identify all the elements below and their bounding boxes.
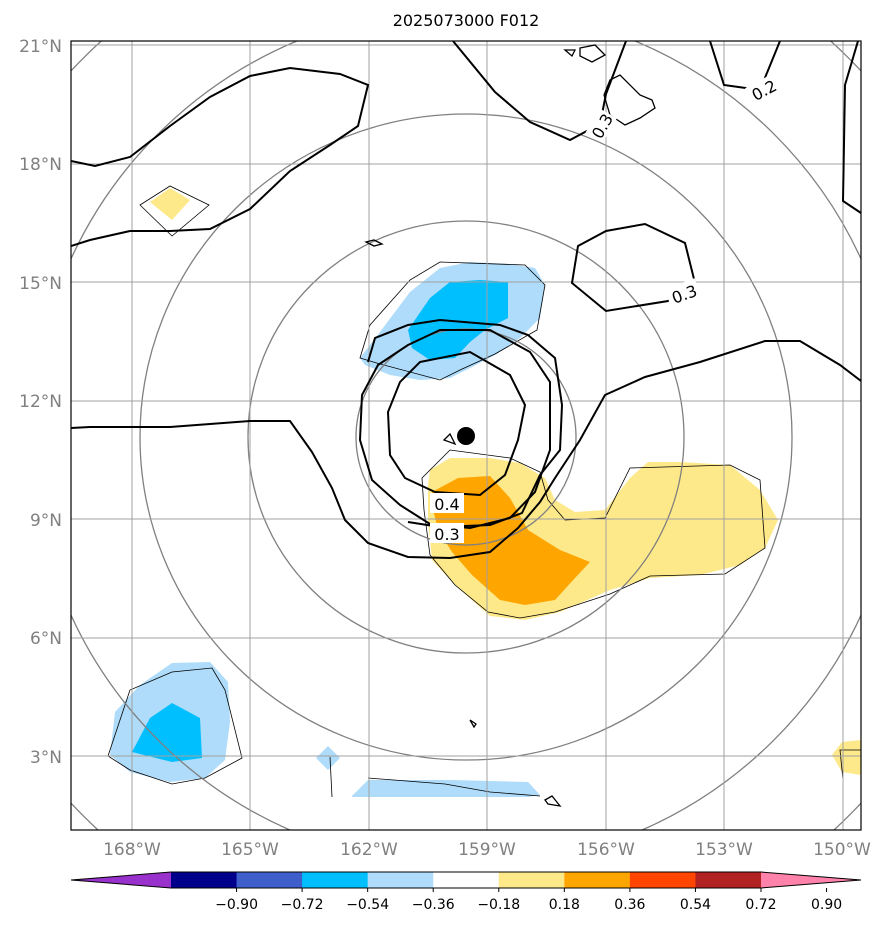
shaded-fields: [110, 188, 861, 797]
island-small: [469, 719, 477, 729]
colorbar-labels: −0.90 −0.72 −0.54 −0.36 −0.18 0.18 0.36 0.54 0.7…: [215, 888, 842, 913]
contour-0.2: [709, 41, 781, 92]
contour-0.3-main: [71, 340, 861, 560]
colorbar-outline: [70, 871, 862, 889]
lat-label: 15°N: [19, 274, 62, 294]
lat-label: 6°N: [30, 629, 62, 649]
contour-northwest: [71, 66, 370, 247]
storm-center-marker: [457, 427, 475, 445]
island-hawaii: [603, 74, 656, 126]
plot-title: 2025073000 F012: [393, 11, 540, 30]
coastlines: [364, 44, 656, 807]
latitude-labels: 21°N 18°N 15°N 12°N 9°N 6°N 3°N: [19, 37, 62, 768]
lon-label: 153°W: [695, 840, 753, 860]
lat-label: 18°N: [19, 155, 62, 175]
colorbar-tick-label: 0.90: [811, 897, 842, 913]
colorbar-segment: [302, 872, 369, 888]
colorbar: [70, 871, 862, 889]
graticule: [71, 41, 861, 830]
colorbar-tick-label: −0.36: [412, 897, 455, 913]
lon-label: 162°W: [340, 840, 398, 860]
contour-label: 0.3: [434, 525, 459, 544]
colorbar-tick-label: −0.72: [281, 897, 324, 913]
colorbar-tick-label: 0.54: [680, 897, 711, 913]
colorbar-tick-label: −0.54: [346, 897, 389, 913]
positive-shading-patch: [832, 740, 861, 775]
positive-shading-patch: [150, 188, 190, 220]
contour-0.4: [358, 329, 551, 530]
lat-label: 21°N: [19, 37, 62, 57]
contour-label: 0.4: [434, 495, 459, 514]
colorbar-tick-label: 0.36: [614, 897, 645, 913]
colorbar-segment: [629, 872, 696, 888]
colorbar-segment: [564, 872, 631, 888]
contour-lines: [71, 41, 861, 560]
colorbar-segment: [498, 872, 565, 888]
contour-east-edge: [841, 41, 861, 214]
lon-label: 156°W: [577, 840, 635, 860]
contour-0.3-north: [367, 318, 564, 529]
colorbar-extend-low: [71, 872, 171, 888]
shading-outlines: [107, 185, 861, 798]
colorbar-tick-label: 0.72: [745, 897, 776, 913]
negative-core-shading: [408, 280, 508, 360]
colorbar-extend-high: [761, 872, 861, 888]
lat-label: 3°N: [30, 748, 62, 768]
map-frame: [70, 40, 862, 831]
contour-0.3-north-edge: [452, 41, 627, 142]
positive-core-shading: [432, 476, 590, 605]
lon-label: 159°W: [458, 840, 516, 860]
contour-inner: [386, 350, 527, 497]
colorbar-segment: [433, 872, 500, 888]
colorbar-tick-label: 0.18: [549, 897, 580, 913]
island-maui: [579, 44, 607, 63]
island-small: [563, 49, 577, 58]
colorbar-segment: [171, 872, 238, 888]
island-small: [364, 239, 384, 247]
colorbar-tick-label: −0.18: [477, 897, 520, 913]
lat-label: 9°N: [30, 511, 62, 531]
colorbar-segment: [236, 872, 303, 888]
lon-label: 165°W: [221, 840, 279, 860]
colorbar-segment: [367, 872, 434, 888]
colorbar-tick-label: −0.90: [215, 897, 258, 913]
lon-label: 168°W: [103, 840, 161, 860]
negative-core-shading: [132, 703, 202, 762]
negative-shading-patch: [316, 746, 340, 770]
longitude-labels: 168°W 165°W 162°W 159°W 156°W 153°W 150°…: [103, 840, 871, 860]
lon-label: 150°W: [813, 840, 871, 860]
island-small: [544, 795, 562, 807]
lat-label: 12°N: [19, 392, 62, 412]
negative-shading-strip: [352, 780, 540, 797]
island-small: [442, 432, 457, 446]
colorbar-segment: [695, 872, 762, 888]
